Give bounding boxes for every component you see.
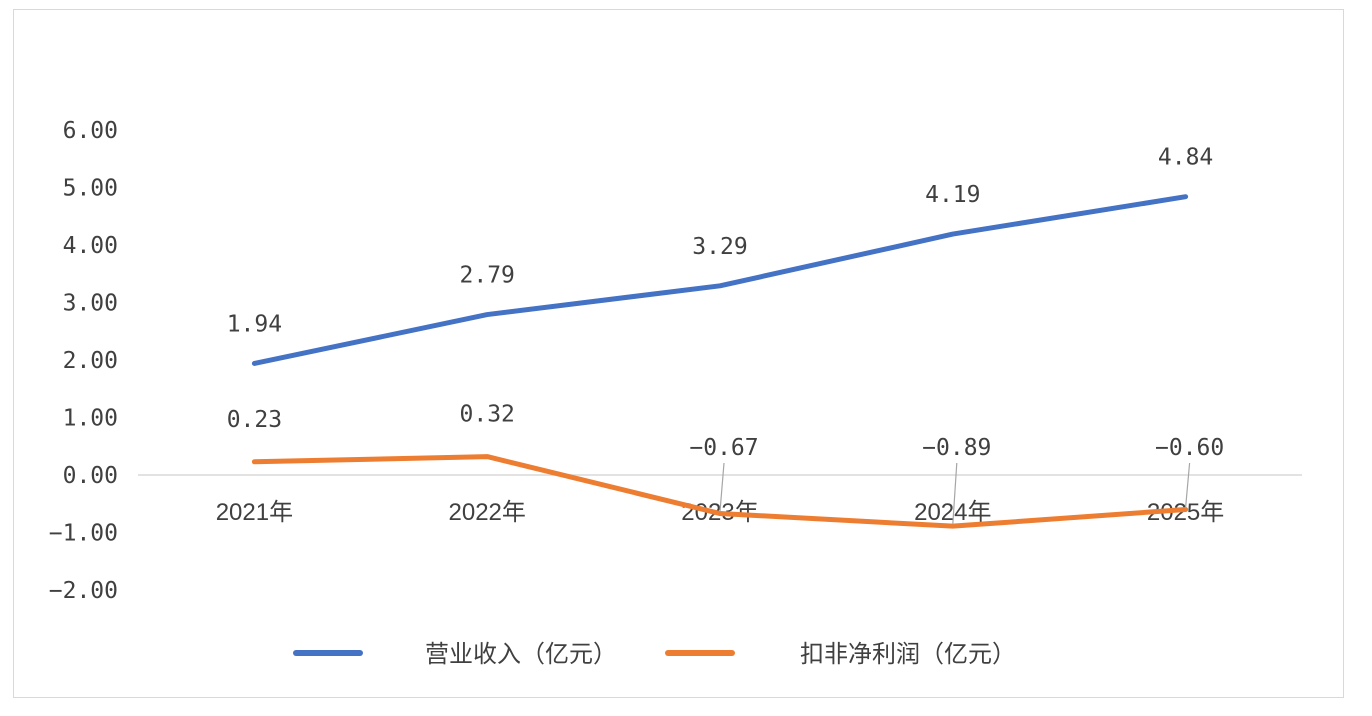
data-labels: 1.94 2.79 3.29 4.19 4.84 0.23 0.32 −0.67 −0.89 −0… xyxy=(227,145,1225,461)
leader-line xyxy=(952,462,958,525)
data-label: 0.32 xyxy=(460,402,515,428)
data-label: 4.19 xyxy=(925,182,980,208)
label-leader-lines xyxy=(719,462,1191,525)
data-label: 4.84 xyxy=(1158,145,1213,171)
data-label: 2.79 xyxy=(460,263,515,289)
chart-frame xyxy=(13,9,1344,698)
y-tick-label: 3.00 xyxy=(63,291,118,317)
data-label: −0.89 xyxy=(922,435,991,461)
data-label: −0.67 xyxy=(689,435,758,461)
y-tick-label: −1.00 xyxy=(49,521,118,547)
y-tick-label: 0.00 xyxy=(63,463,118,489)
y-tick-label: 1.00 xyxy=(63,406,118,432)
y-tick-label: 4.00 xyxy=(63,233,118,259)
data-label: 0.23 xyxy=(227,407,282,433)
leader-line xyxy=(1185,462,1191,508)
x-tick-label: 2021年 xyxy=(216,499,293,526)
y-axis: −2.00 −1.00 0.00 1.00 2.00 3.00 4.00 5.00 6.00 xyxy=(49,118,118,604)
legend-label-2: 扣非净利润（亿元） xyxy=(800,640,1016,668)
y-tick-label: 5.00 xyxy=(63,176,118,202)
data-label: 3.29 xyxy=(692,234,747,260)
y-tick-label: 2.00 xyxy=(63,348,118,374)
leader-line xyxy=(719,462,725,512)
legend-label-1: 营业收入（亿元） xyxy=(425,640,617,668)
series-line-1 xyxy=(251,194,1189,366)
y-tick-label: −2.00 xyxy=(49,578,118,604)
data-label: −0.60 xyxy=(1155,435,1224,461)
legend: 营业收入（亿元） 扣非净利润（亿元） xyxy=(293,640,1016,668)
series-line-2 xyxy=(251,454,1189,529)
y-tick-label: 6.00 xyxy=(63,118,118,144)
series-lines xyxy=(251,194,1189,529)
data-label: 1.94 xyxy=(227,311,282,337)
x-tick-label: 2022年 xyxy=(449,499,526,526)
